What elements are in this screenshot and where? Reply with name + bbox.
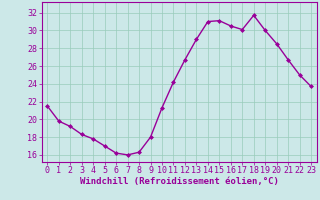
- X-axis label: Windchill (Refroidissement éolien,°C): Windchill (Refroidissement éolien,°C): [80, 177, 279, 186]
